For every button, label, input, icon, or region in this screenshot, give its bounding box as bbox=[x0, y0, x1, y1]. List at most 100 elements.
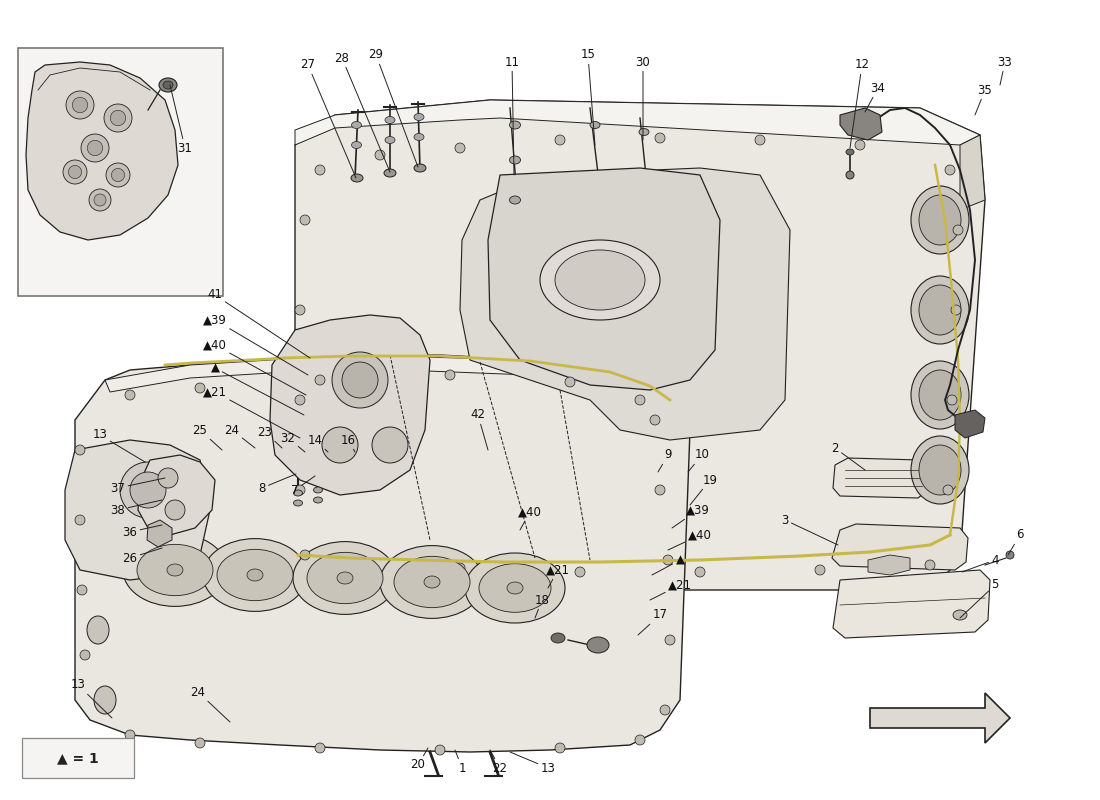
Circle shape bbox=[654, 133, 666, 143]
Circle shape bbox=[125, 730, 135, 740]
Ellipse shape bbox=[138, 544, 213, 596]
Ellipse shape bbox=[89, 541, 111, 569]
Polygon shape bbox=[833, 458, 930, 498]
Text: 5: 5 bbox=[960, 578, 999, 618]
Text: ▲: ▲ bbox=[210, 362, 304, 415]
Text: ▲40: ▲40 bbox=[518, 506, 542, 530]
Circle shape bbox=[947, 395, 957, 405]
Circle shape bbox=[111, 168, 124, 182]
Ellipse shape bbox=[918, 285, 961, 335]
Polygon shape bbox=[26, 62, 178, 240]
Text: 16: 16 bbox=[341, 434, 355, 452]
Ellipse shape bbox=[87, 616, 109, 644]
Text: 9: 9 bbox=[658, 449, 672, 472]
Circle shape bbox=[315, 375, 324, 385]
Ellipse shape bbox=[351, 174, 363, 182]
Circle shape bbox=[73, 98, 88, 113]
Text: 31: 31 bbox=[170, 85, 192, 154]
Ellipse shape bbox=[507, 582, 522, 594]
Text: 10: 10 bbox=[688, 449, 710, 472]
Circle shape bbox=[953, 225, 962, 235]
Circle shape bbox=[755, 135, 764, 145]
Ellipse shape bbox=[293, 542, 397, 614]
Circle shape bbox=[89, 189, 111, 211]
Polygon shape bbox=[955, 410, 984, 438]
Ellipse shape bbox=[123, 534, 227, 606]
Circle shape bbox=[75, 515, 85, 525]
Text: 34: 34 bbox=[865, 82, 886, 112]
Circle shape bbox=[650, 415, 660, 425]
Ellipse shape bbox=[918, 370, 961, 420]
Circle shape bbox=[315, 165, 324, 175]
Circle shape bbox=[195, 738, 205, 748]
Ellipse shape bbox=[337, 572, 353, 584]
Ellipse shape bbox=[639, 129, 649, 135]
Circle shape bbox=[815, 565, 825, 575]
Circle shape bbox=[295, 395, 305, 405]
Ellipse shape bbox=[509, 121, 520, 129]
Circle shape bbox=[943, 485, 953, 495]
Text: 3: 3 bbox=[781, 514, 838, 545]
Circle shape bbox=[372, 427, 408, 463]
Ellipse shape bbox=[414, 134, 424, 141]
Ellipse shape bbox=[294, 500, 302, 506]
Text: ▲40: ▲40 bbox=[204, 338, 306, 395]
Ellipse shape bbox=[540, 240, 660, 320]
Text: 29: 29 bbox=[368, 49, 418, 167]
Ellipse shape bbox=[911, 361, 969, 429]
Circle shape bbox=[663, 555, 673, 565]
Ellipse shape bbox=[204, 538, 307, 611]
Circle shape bbox=[455, 143, 465, 153]
Text: ▲21: ▲21 bbox=[650, 578, 692, 600]
Polygon shape bbox=[295, 100, 980, 145]
Circle shape bbox=[375, 150, 385, 160]
Circle shape bbox=[446, 370, 455, 380]
Text: 27: 27 bbox=[300, 58, 356, 178]
Polygon shape bbox=[488, 168, 720, 390]
Circle shape bbox=[322, 427, 358, 463]
Circle shape bbox=[455, 563, 465, 573]
Text: racingparts85: racingparts85 bbox=[366, 409, 694, 451]
Text: 28: 28 bbox=[334, 51, 390, 172]
Text: 13: 13 bbox=[92, 429, 145, 462]
Polygon shape bbox=[870, 693, 1010, 743]
Text: 25: 25 bbox=[192, 423, 222, 450]
Ellipse shape bbox=[167, 564, 183, 576]
Ellipse shape bbox=[379, 546, 484, 618]
Ellipse shape bbox=[587, 637, 609, 653]
Circle shape bbox=[952, 305, 961, 315]
FancyBboxPatch shape bbox=[18, 48, 223, 296]
Circle shape bbox=[556, 135, 565, 145]
Text: 24: 24 bbox=[224, 423, 255, 448]
Text: ▲: ▲ bbox=[652, 554, 684, 575]
Ellipse shape bbox=[478, 564, 551, 612]
Text: 20: 20 bbox=[410, 748, 428, 771]
Text: 8: 8 bbox=[258, 474, 296, 494]
Text: ▲21: ▲21 bbox=[204, 386, 300, 438]
Circle shape bbox=[342, 362, 378, 398]
Circle shape bbox=[195, 383, 205, 393]
Polygon shape bbox=[270, 315, 430, 495]
Ellipse shape bbox=[551, 633, 565, 643]
Ellipse shape bbox=[394, 556, 470, 608]
Ellipse shape bbox=[160, 78, 177, 92]
Circle shape bbox=[130, 472, 166, 508]
Polygon shape bbox=[75, 355, 690, 752]
Ellipse shape bbox=[509, 196, 520, 204]
Circle shape bbox=[635, 735, 645, 745]
Text: 12: 12 bbox=[850, 58, 869, 148]
Ellipse shape bbox=[846, 149, 854, 155]
Circle shape bbox=[75, 445, 85, 455]
Circle shape bbox=[575, 567, 585, 577]
Ellipse shape bbox=[414, 114, 424, 121]
Text: 18: 18 bbox=[535, 594, 549, 618]
Ellipse shape bbox=[465, 553, 565, 623]
Circle shape bbox=[300, 550, 310, 560]
Ellipse shape bbox=[248, 569, 263, 581]
Ellipse shape bbox=[163, 81, 173, 89]
Circle shape bbox=[81, 134, 109, 162]
Circle shape bbox=[125, 390, 135, 400]
Ellipse shape bbox=[94, 466, 115, 494]
Circle shape bbox=[654, 485, 666, 495]
Circle shape bbox=[666, 635, 675, 645]
